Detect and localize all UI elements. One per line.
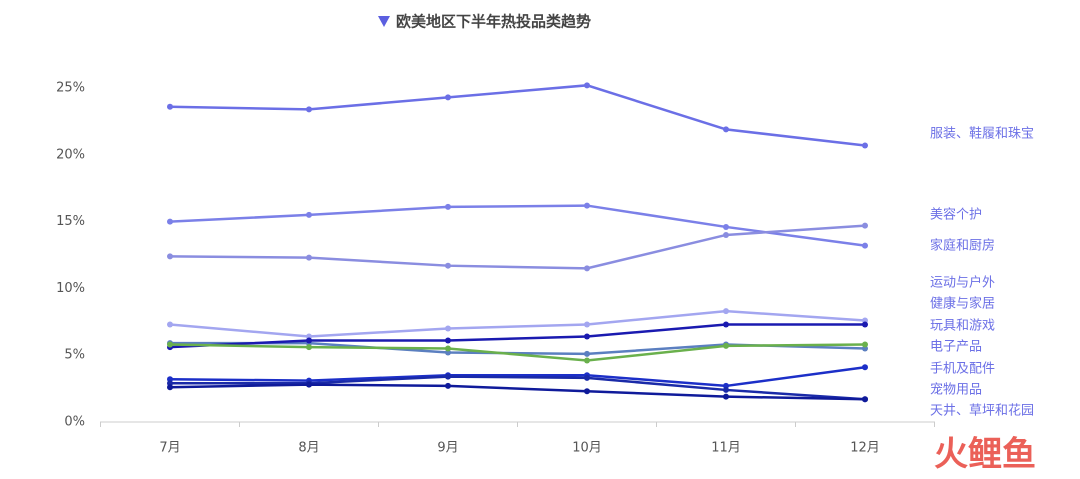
data-point bbox=[167, 321, 173, 328]
y-tick-label: 25% bbox=[56, 81, 85, 96]
data-point bbox=[723, 231, 729, 238]
data-point bbox=[445, 373, 451, 380]
series-line bbox=[169, 204, 866, 247]
y-tick-label: 0% bbox=[64, 415, 85, 430]
y-tick-label: 5% bbox=[64, 348, 85, 363]
data-point bbox=[445, 337, 451, 344]
data-point bbox=[862, 242, 868, 249]
data-point bbox=[584, 321, 590, 328]
title-marker bbox=[378, 16, 390, 27]
data-point bbox=[862, 321, 868, 328]
data-point bbox=[167, 341, 173, 348]
data-point bbox=[862, 396, 868, 403]
x-tick-label: 9月 bbox=[437, 441, 458, 456]
data-point bbox=[723, 386, 729, 393]
data-point bbox=[862, 341, 868, 348]
data-point bbox=[445, 382, 451, 389]
data-point bbox=[584, 388, 590, 395]
data-point bbox=[167, 384, 173, 391]
data-point bbox=[862, 142, 868, 149]
series-line bbox=[169, 383, 866, 401]
legend-label: 电子产品 bbox=[930, 340, 982, 355]
legend-label: 手机及配件 bbox=[930, 362, 995, 377]
data-point bbox=[445, 325, 451, 332]
data-point bbox=[167, 253, 173, 260]
legend-label: 家庭和厨房 bbox=[930, 238, 995, 254]
x-tick-label: 8月 bbox=[298, 441, 319, 456]
data-point bbox=[584, 202, 590, 209]
y-tick-label: 15% bbox=[56, 214, 85, 229]
legend-label: 服装、鞋履和珠宝 bbox=[930, 126, 1034, 142]
data-point bbox=[167, 218, 173, 225]
data-point bbox=[723, 308, 729, 315]
series-line bbox=[169, 343, 866, 362]
data-point bbox=[306, 344, 312, 351]
series-line bbox=[169, 365, 866, 388]
legend-label: 玩具和游戏 bbox=[930, 319, 995, 334]
data-point bbox=[167, 103, 173, 110]
data-point bbox=[584, 333, 590, 340]
series-line bbox=[170, 375, 866, 401]
series-line bbox=[169, 323, 865, 349]
data-point bbox=[723, 321, 729, 328]
y-tick-label: 20% bbox=[56, 147, 85, 162]
data-point bbox=[723, 126, 729, 133]
legend-label: 宠物用品 bbox=[930, 382, 982, 398]
data-point bbox=[306, 211, 312, 218]
data-point bbox=[584, 265, 590, 272]
data-point bbox=[584, 350, 590, 357]
data-point bbox=[445, 345, 451, 352]
data-point bbox=[584, 357, 590, 364]
legend-label: 美容个护 bbox=[930, 207, 982, 223]
series-line bbox=[169, 309, 866, 338]
legend-label: 健康与家居 bbox=[930, 296, 995, 312]
data-point bbox=[862, 222, 868, 229]
data-point bbox=[445, 94, 451, 101]
data-point bbox=[445, 262, 451, 269]
data-point bbox=[723, 223, 729, 230]
series-line bbox=[169, 84, 866, 147]
data-point bbox=[306, 106, 312, 113]
data-point bbox=[306, 337, 312, 344]
watermark: 火鲤鱼 bbox=[934, 435, 1036, 475]
data-point bbox=[584, 82, 590, 89]
x-tick-label: 12月 bbox=[850, 441, 880, 456]
series-line bbox=[169, 224, 866, 270]
data-point bbox=[584, 374, 590, 381]
legend-label: 运动与户外 bbox=[930, 275, 995, 291]
x-tick-label: 7月 bbox=[159, 441, 180, 456]
data-point bbox=[306, 381, 312, 388]
legend-label: 天井、草坪和花园 bbox=[930, 403, 1034, 419]
data-point bbox=[445, 203, 451, 210]
x-tick-label: 11月 bbox=[711, 441, 741, 456]
chart-title: 欧美地区下半年热投品类趋势 bbox=[396, 13, 591, 31]
y-tick-label: 10% bbox=[56, 281, 85, 296]
data-point bbox=[723, 393, 729, 400]
data-point bbox=[723, 342, 729, 349]
x-tick-label: 10月 bbox=[572, 441, 602, 456]
data-point bbox=[306, 254, 312, 261]
data-point bbox=[862, 364, 868, 371]
